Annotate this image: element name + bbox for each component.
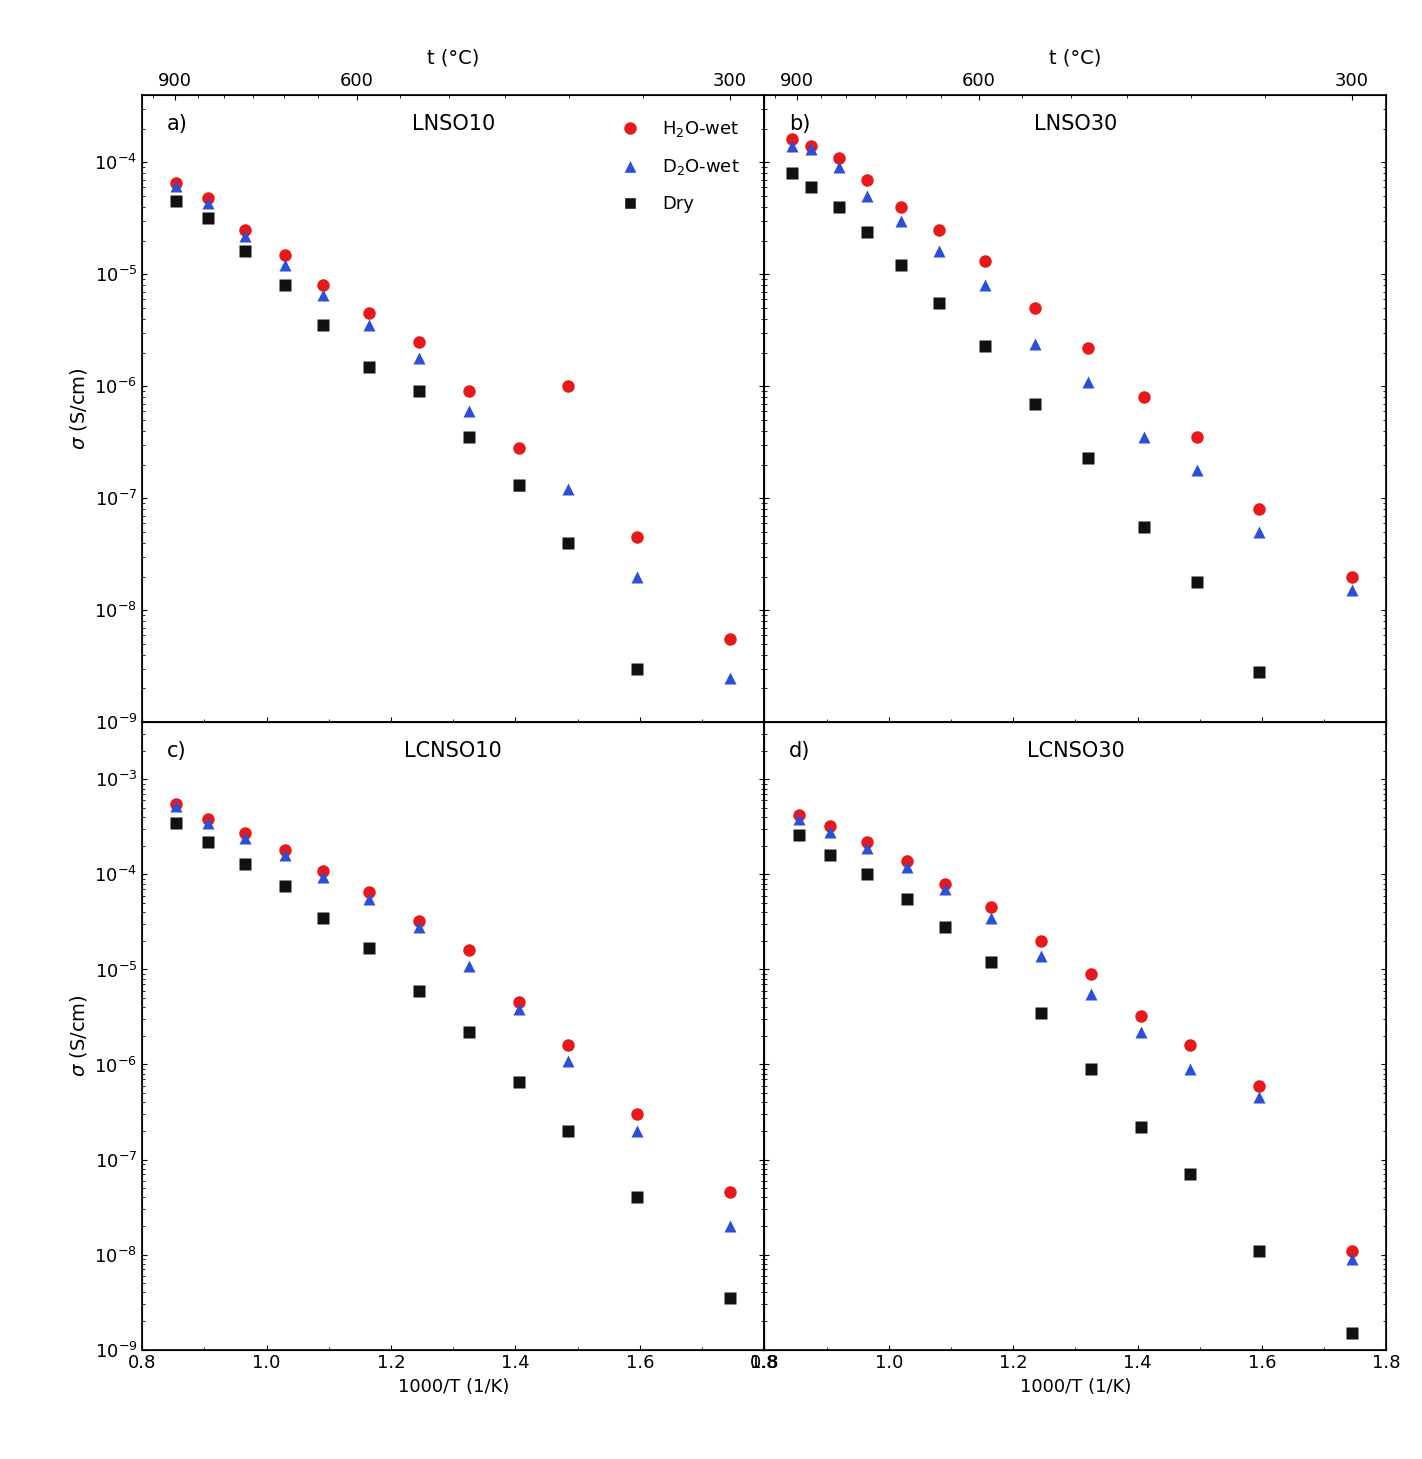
X-axis label: 1000/T (1/K): 1000/T (1/K) <box>398 1377 509 1396</box>
Text: LNSO10: LNSO10 <box>411 114 495 134</box>
Text: c): c) <box>168 741 186 762</box>
Text: a): a) <box>168 114 188 134</box>
X-axis label: 1000/T (1/K): 1000/T (1/K) <box>1020 1377 1130 1396</box>
Legend: H$_2$O-wet, D$_2$O-wet, Dry: H$_2$O-wet, D$_2$O-wet, Dry <box>603 109 749 222</box>
Text: LCNSO10: LCNSO10 <box>404 741 502 762</box>
Y-axis label: $\sigma$ (S/cm): $\sigma$ (S/cm) <box>68 368 90 449</box>
Y-axis label: $\sigma$ (S/cm): $\sigma$ (S/cm) <box>68 995 90 1077</box>
Text: LCNSO30: LCNSO30 <box>1027 741 1125 762</box>
Text: b): b) <box>789 114 811 134</box>
Text: d): d) <box>789 741 811 762</box>
X-axis label: t (°C): t (°C) <box>427 48 479 67</box>
X-axis label: t (°C): t (°C) <box>1049 48 1102 67</box>
Text: LNSO30: LNSO30 <box>1034 114 1118 134</box>
